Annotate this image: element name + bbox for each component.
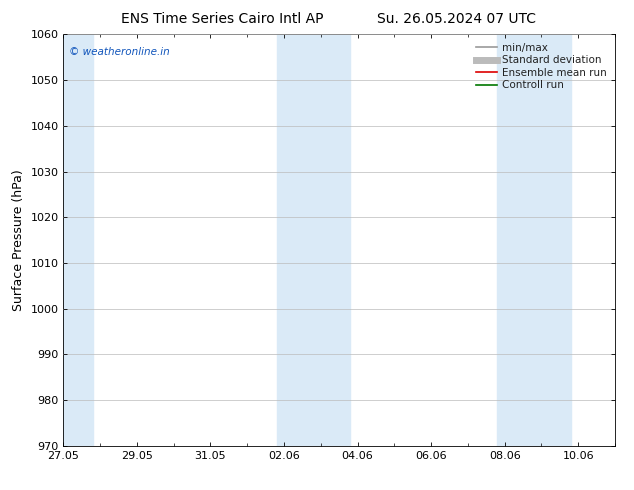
Text: © weatheronline.in: © weatheronline.in [69, 47, 170, 57]
Bar [276, 34, 350, 446]
Bar [56, 34, 93, 446]
Text: Su. 26.05.2024 07 UTC: Su. 26.05.2024 07 UTC [377, 12, 536, 26]
Y-axis label: Surface Pressure (hPa): Surface Pressure (hPa) [12, 169, 25, 311]
Text: ENS Time Series Cairo Intl AP: ENS Time Series Cairo Intl AP [120, 12, 323, 26]
Legend: min/max, Standard deviation, Ensemble mean run, Controll run: min/max, Standard deviation, Ensemble me… [473, 40, 610, 94]
Bar [497, 34, 571, 446]
